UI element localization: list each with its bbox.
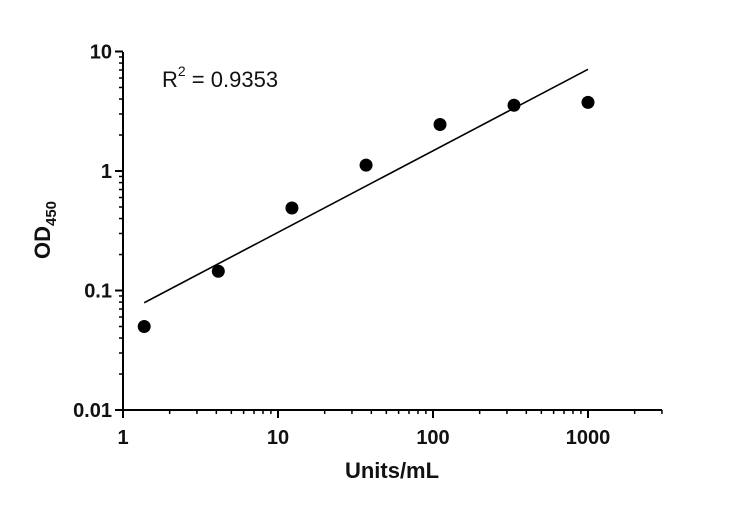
- r-squared-value: = 0.9353: [186, 67, 278, 92]
- x-ticks: 1 10 100 1000: [117, 410, 663, 449]
- x-tick-label: 100: [416, 427, 449, 449]
- data-point: [507, 98, 521, 112]
- fit-line: [143, 68, 589, 304]
- x-tick-label: 1000: [566, 427, 611, 449]
- axes: [122, 52, 662, 411]
- x-tick-label: 1: [117, 427, 128, 449]
- data-point: [285, 201, 299, 215]
- x-axis-title: Units/mL: [345, 458, 439, 483]
- data-point: [581, 95, 595, 109]
- y-ticks: 0.01 0.1 1 10: [73, 42, 123, 422]
- data-point: [359, 158, 373, 172]
- y-tick-label: 10: [90, 42, 112, 64]
- data-points: [137, 95, 595, 333]
- y-tick-label: 1: [101, 161, 112, 183]
- y-axis-title-subscript: 450: [43, 201, 60, 226]
- y-tick-label: 0.1: [84, 281, 112, 303]
- data-point: [137, 319, 151, 333]
- data-point: [211, 264, 225, 278]
- y-axis-title: OD450: [30, 201, 60, 259]
- r-squared-annotation: R2 = 0.9353: [162, 63, 278, 92]
- y-tick-label: 0.01: [73, 400, 112, 422]
- x-tick-label: 10: [267, 427, 289, 449]
- r-squared-sup: 2: [178, 63, 186, 79]
- data-point: [433, 117, 447, 131]
- y-axis-title-main: OD: [30, 226, 55, 259]
- r-squared-base: R: [162, 67, 178, 92]
